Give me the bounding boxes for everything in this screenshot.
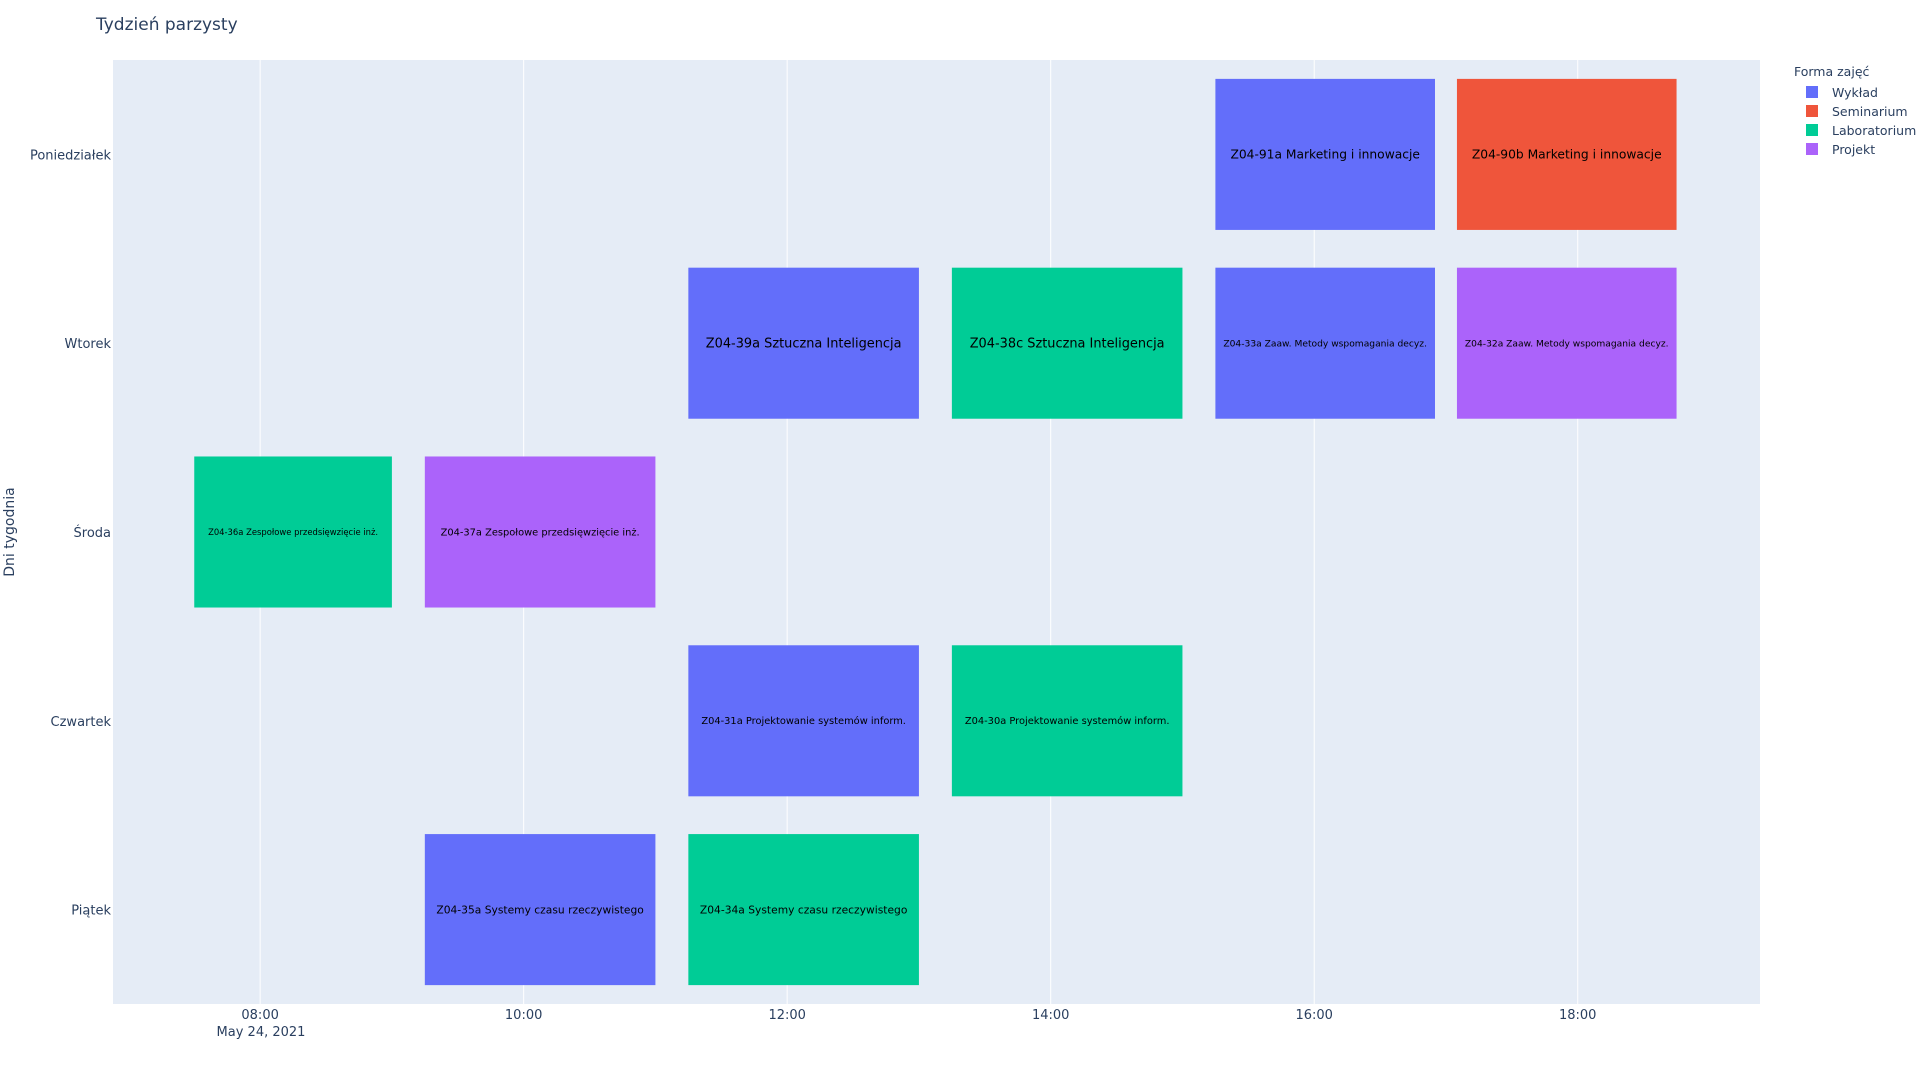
x-tick-label: 12:00 — [768, 1008, 805, 1023]
legend: Forma zajęć Wykład Seminarium Laboratorium… — [1794, 64, 1916, 157]
timeline-bar: Z04-91a Marketing i innowacje — [1215, 78, 1435, 230]
bar-rect — [951, 645, 1183, 797]
timeline-bar: Z04-36a Zespołowe przedsięwzięcie inż. — [194, 456, 392, 608]
y-axis: Poniedziałek Wtorek Środa Czwartek Piątek — [30, 148, 112, 918]
legend-label: Laboratorium — [1832, 123, 1916, 138]
x-axis: May 24, 2021 08:00 10:00 12:00 14:00 16:00 18… — [217, 1008, 1597, 1040]
timeline-bar: Z04-90b Marketing i innowacje — [1456, 78, 1677, 230]
bar-rect — [1215, 78, 1435, 230]
y-tick-label: Poniedziałek — [30, 148, 112, 163]
bar-rect — [1456, 267, 1677, 419]
legend-label: Projekt — [1832, 142, 1875, 157]
bar-label: Z04-39a Sztuczna Inteligencja — [706, 337, 902, 352]
timeline-bar: Z04-39a Sztuczna Inteligencja — [688, 267, 919, 419]
legend-swatch — [1806, 105, 1818, 117]
x-tick-label: 18:00 — [1559, 1008, 1596, 1023]
x-tick-label: 16:00 — [1295, 1008, 1332, 1023]
legend-item[interactable]: Projekt — [1806, 142, 1875, 157]
timeline-bar: Z04-34a Systemy czasu rzeczywistego — [688, 834, 919, 986]
bar-rect — [688, 645, 919, 797]
bar-label: Z04-38c Sztuczna Inteligencja — [970, 337, 1165, 352]
bar-rect — [194, 456, 392, 608]
y-axis-title: Dni tygodnia — [2, 487, 18, 576]
legend-swatch — [1806, 86, 1818, 98]
legend-item[interactable]: Seminarium — [1806, 104, 1908, 119]
timeline-bar: Z04-37a Zespołowe przedsięwzięcie inż. — [424, 456, 656, 608]
bars-group: Z04-91a Marketing i innowacje Z04-90b Mar… — [194, 78, 1677, 986]
timeline-bar: Z04-32a Zaaw. Metody wspomagania decyz. — [1456, 267, 1677, 419]
timeline-bar: Z04-33a Zaaw. Metody wspomagania decyz. — [1215, 267, 1435, 419]
timeline-bar: Z04-31a Projektowanie systemów inform. — [688, 645, 919, 797]
bar-label: Z04-90b Marketing i innowacje — [1472, 148, 1662, 162]
bar-label: Z04-33a Zaaw. Metody wspomagania decyz. — [1223, 339, 1427, 349]
x-tick-label: 10:00 — [505, 1008, 542, 1023]
bar-rect — [1456, 78, 1677, 230]
bar-label: Z04-32a Zaaw. Metody wspomagania decyz. — [1465, 339, 1669, 349]
bar-rect — [424, 456, 656, 608]
chart-title: Tydzień parzysty — [95, 15, 238, 35]
bar-rect — [688, 267, 919, 419]
bar-rect — [951, 267, 1183, 419]
y-tick-label: Czwartek — [51, 715, 112, 730]
legend-item[interactable]: Laboratorium — [1806, 123, 1916, 138]
y-tick-label: Środa — [74, 525, 111, 541]
bar-label: Z04-91a Marketing i innowacje — [1230, 148, 1420, 162]
legend-label: Wykład — [1832, 85, 1878, 100]
y-tick-label: Wtorek — [65, 337, 112, 352]
legend-label: Seminarium — [1832, 104, 1908, 119]
bar-rect — [688, 834, 919, 986]
bar-label: Z04-36a Zespołowe przedsięwzięcie inż. — [208, 527, 378, 537]
bar-label: Z04-37a Zespołowe przedsięwzięcie inż. — [441, 527, 640, 538]
legend-swatch — [1806, 124, 1818, 136]
timeline-bar: Z04-35a Systemy czasu rzeczywistego — [424, 834, 656, 986]
y-tick-label: Piątek — [71, 904, 111, 919]
x-tick-label: 14:00 — [1032, 1008, 1069, 1023]
timeline-bar: Z04-38c Sztuczna Inteligencja — [951, 267, 1183, 419]
bar-label: Z04-35a Systemy czasu rzeczywistego — [436, 903, 643, 916]
x-date-label: May 24, 2021 — [217, 1025, 306, 1040]
x-tick-label: 08:00 — [241, 1008, 278, 1023]
legend-title: Forma zajęć — [1794, 64, 1870, 79]
bar-rect — [1215, 267, 1435, 419]
bar-label: Z04-31a Projektowanie systemów inform. — [701, 715, 906, 727]
legend-swatch — [1806, 143, 1818, 155]
legend-item[interactable]: Wykład — [1806, 85, 1878, 100]
bar-label: Z04-34a Systemy czasu rzeczywistego — [700, 903, 907, 916]
timeline-bar: Z04-30a Projektowanie systemów inform. — [951, 645, 1183, 797]
bar-rect — [424, 834, 656, 986]
bar-label: Z04-30a Projektowanie systemów inform. — [965, 715, 1170, 727]
